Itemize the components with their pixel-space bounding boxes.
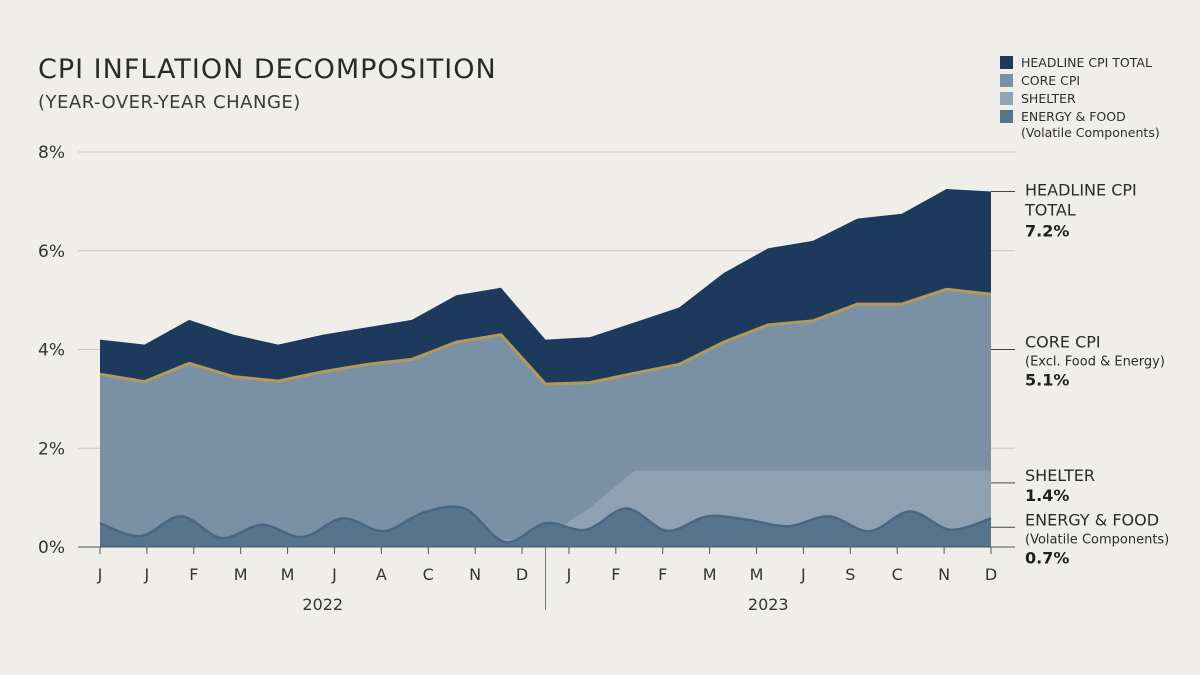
x-tick-label: F	[611, 565, 620, 584]
x-tick-label: N	[938, 565, 950, 584]
y-tick-label: 2%	[38, 439, 65, 459]
y-tick-label: 4%	[38, 341, 65, 361]
legend-item-core: CORE CPI	[1000, 74, 1160, 92]
x-tick-label: S	[845, 565, 855, 584]
x-tick-label: J	[331, 565, 337, 584]
x-tick-label: M	[703, 565, 717, 584]
legend-swatch-energy-food	[1000, 110, 1013, 123]
callout-sub: (Volatile Components)	[1025, 532, 1169, 547]
line-core-cpi	[99, 287, 992, 386]
y-tick-label: 6%	[38, 242, 65, 262]
x-tick-label: D	[985, 565, 997, 584]
area-energy-food	[100, 506, 991, 547]
legend-swatch-shelter	[1000, 92, 1013, 105]
x-tick-label: M	[750, 565, 764, 584]
legend-label-shelter: SHELTER	[1021, 91, 1076, 106]
x-tick-label: F	[658, 565, 667, 584]
legend-swatch-core	[1000, 74, 1013, 87]
line-energy-food	[99, 505, 992, 544]
x-tick-label: M	[234, 565, 248, 584]
callout-name: HEADLINE CPI	[1025, 181, 1137, 200]
x-tick-label: J	[97, 565, 103, 584]
legend-label-core: CORE CPI	[1021, 73, 1081, 88]
legend-sublabel-energy-food: (Volatile Components)	[1021, 125, 1160, 140]
x-tick-label: C	[423, 565, 434, 584]
year-label-2023: 2023	[748, 595, 789, 614]
y-tick-label: 0%	[38, 538, 65, 558]
legend-swatch-headline	[1000, 56, 1013, 69]
x-tick-label: M	[281, 565, 295, 584]
x-tick-label: C	[892, 565, 903, 584]
callout-value: 1.4%	[1025, 486, 1069, 505]
x-tick-label: D	[516, 565, 528, 584]
legend-item-headline: HEADLINE CPI TOTAL	[1000, 56, 1160, 74]
legend-label-energy-food: ENERGY & FOOD	[1021, 109, 1126, 124]
callout-name: ENERGY & FOOD	[1025, 510, 1159, 529]
callout-value: 0.7%	[1025, 548, 1069, 567]
x-tick-label: F	[189, 565, 198, 584]
x-tick-label: J	[566, 565, 572, 584]
x-tick-label: N	[469, 565, 481, 584]
callout-name: CORE CPI	[1025, 333, 1101, 352]
legend: HEADLINE CPI TOTAL CORE CPI SHELTER ENER…	[1000, 56, 1160, 140]
callout-name-line2: TOTAL	[1024, 201, 1076, 220]
x-tick-label: J	[800, 565, 806, 584]
legend-item-energy-food: ENERGY & FOOD	[1000, 110, 1160, 128]
legend-item-shelter: SHELTER	[1000, 92, 1160, 110]
callout-name: SHELTER	[1025, 466, 1095, 485]
callout-value: 5.1%	[1025, 371, 1069, 390]
year-label-2022: 2022	[302, 595, 343, 614]
legend-label-headline: HEADLINE CPI TOTAL	[1021, 55, 1152, 70]
x-tick-label: J	[144, 565, 150, 584]
callout-sub: (Excl. Food & Energy)	[1025, 355, 1165, 370]
chart-subtitle: (YEAR-OVER-YEAR CHANGE)	[38, 92, 301, 113]
callout-value: 7.2%	[1025, 222, 1069, 241]
chart-title: CPI INFLATION DECOMPOSITION	[38, 54, 497, 85]
x-tick-label: A	[376, 565, 387, 584]
y-tick-label: 8%	[38, 143, 65, 163]
